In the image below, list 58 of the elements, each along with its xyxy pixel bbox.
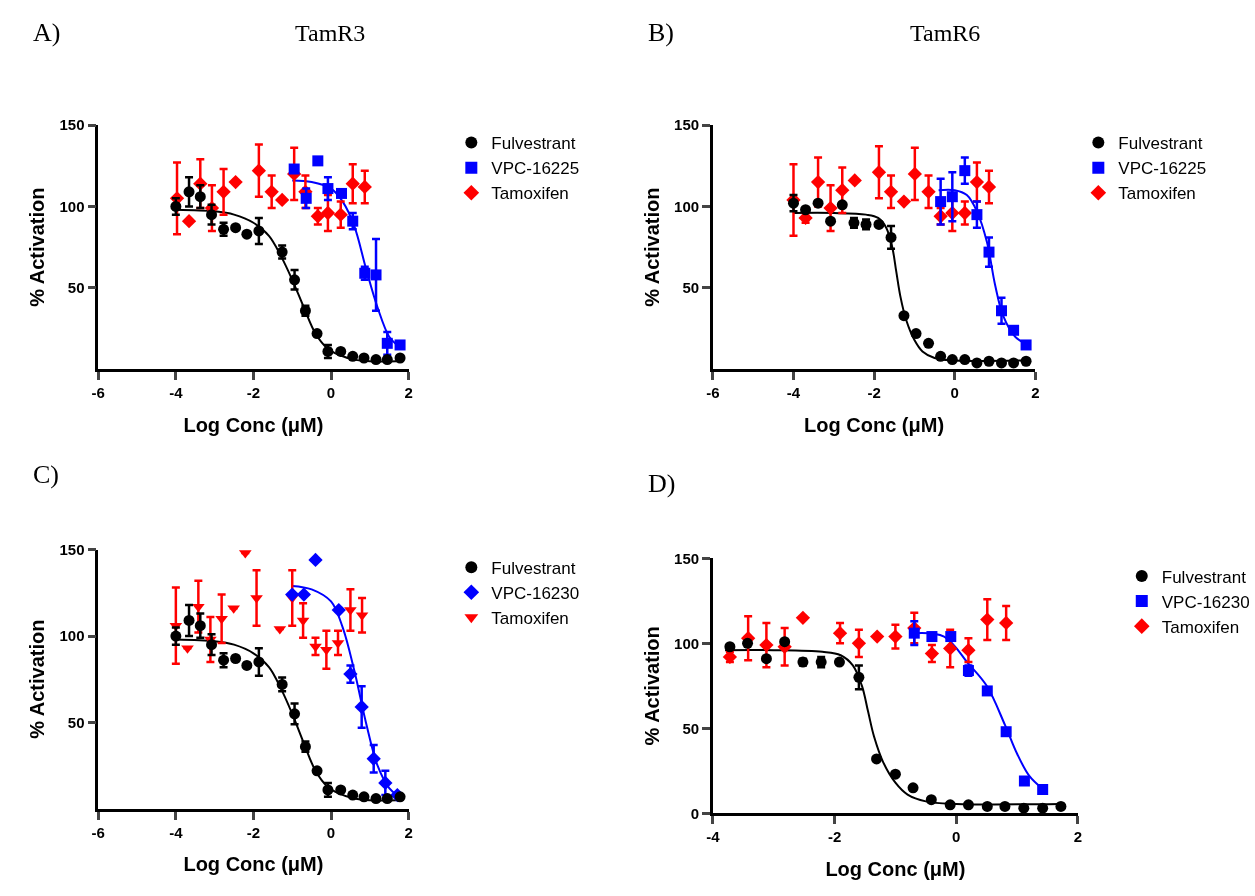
x-tick-label: -6: [91, 384, 105, 402]
legend-label: Tamoxifen: [1161, 617, 1240, 637]
legend-label: Tamoxifen: [491, 184, 569, 204]
legend-label: Tamoxifen: [491, 608, 569, 628]
x-tick-label: -4: [169, 823, 184, 841]
legend-label: VPC-16225: [491, 159, 580, 179]
y-axis-title: % Activation: [25, 187, 48, 307]
y-tick-label: 50: [67, 279, 85, 297]
y-tick-label: 150: [674, 116, 700, 134]
y-axis-title: % Activation: [640, 187, 663, 307]
y-tick-label: 100: [59, 197, 85, 215]
y-tick-label: 100: [674, 197, 700, 215]
x-tick-label: 0: [326, 384, 336, 402]
x-tick-label: -2: [827, 828, 842, 846]
x-axis-title: Log Conc (μM): [804, 413, 945, 436]
x-tick-label: -2: [867, 384, 881, 402]
chart-title: C): [33, 460, 59, 489]
x-tick-label: 0: [326, 823, 336, 841]
legend-label: Tamoxifen: [1118, 184, 1196, 204]
chart-title: D): [648, 469, 676, 498]
legend-label: VPC-16230: [491, 583, 580, 603]
y-tick-label: 150: [59, 540, 85, 558]
x-tick-label: -6: [706, 384, 720, 402]
x-tick-label: -6: [91, 823, 105, 841]
y-tick-label: 0: [690, 804, 700, 822]
x-tick-label: 2: [404, 823, 413, 841]
chart-title: A): [33, 18, 61, 47]
x-tick-label: 0: [952, 828, 961, 846]
x-tick-label: -4: [169, 384, 184, 402]
y-tick-label: 150: [59, 116, 85, 134]
x-tick-label: -4: [786, 384, 801, 402]
legend-label: Fulvestrant: [491, 134, 576, 154]
legend-label: VPC-16225: [1118, 159, 1207, 179]
x-axis-title: Log Conc (μM): [183, 853, 324, 876]
x-axis-title: Log Conc (μM): [183, 413, 324, 436]
legend-label: VPC-16230: [1161, 592, 1250, 612]
x-tick-label: 2: [1073, 828, 1083, 846]
y-tick-label: 50: [67, 713, 85, 731]
x-tick-label: 2: [1031, 384, 1040, 402]
legend-label: Fulvestrant: [1118, 134, 1203, 154]
y-tick-label: 50: [682, 719, 700, 737]
y-tick-label: 50: [682, 279, 700, 297]
x-tick-label: -2: [246, 384, 261, 402]
x-axis-title: Log Conc (μM): [825, 857, 966, 880]
x-tick-label: 0: [950, 384, 959, 402]
y-tick-label: 150: [674, 549, 700, 567]
chart-subtitle: TamR6: [910, 20, 981, 46]
y-axis-title: % Activation: [25, 619, 48, 739]
legend-label: Fulvestrant: [491, 558, 576, 578]
y-tick-label: 100: [59, 627, 85, 645]
x-tick-label: -4: [706, 828, 721, 846]
x-tick-label: 2: [404, 384, 413, 402]
legend-label: Fulvestrant: [1161, 567, 1247, 587]
x-tick-label: -2: [246, 823, 261, 841]
chart-title: B): [648, 18, 674, 47]
chart-subtitle: TamR3: [295, 20, 366, 46]
y-tick-label: 100: [674, 634, 700, 652]
y-axis-title: % Activation: [640, 626, 663, 746]
